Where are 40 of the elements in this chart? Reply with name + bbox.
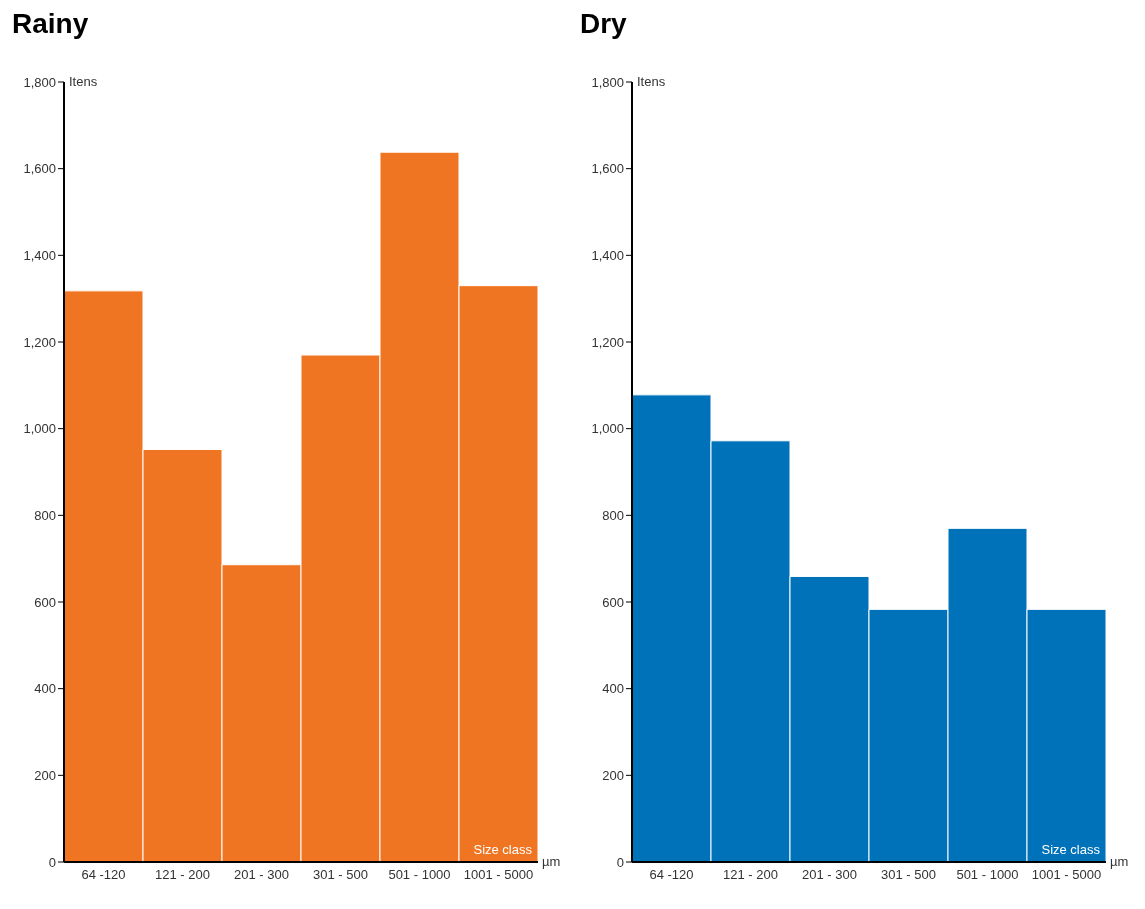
x-tick-label: 64 -120 bbox=[81, 867, 126, 883]
y-tick-label: 1,400 bbox=[23, 247, 56, 263]
y-tick-label: 1,000 bbox=[23, 421, 56, 437]
x-tick-label: 301 - 500 bbox=[881, 867, 936, 883]
y-tick-label: 1,600 bbox=[591, 161, 624, 177]
y-axis-title: Itens bbox=[637, 74, 666, 89]
chart-title: Rainy bbox=[11, 8, 90, 41]
y-tick-label: 200 bbox=[602, 767, 624, 783]
y-tick-label: 0 bbox=[48, 854, 56, 870]
y-tick-label: 1,800 bbox=[23, 74, 56, 90]
x-tick-label: 1001 - 5000 bbox=[463, 867, 534, 883]
y-tick-label: 400 bbox=[34, 681, 56, 697]
x-tick-label: 121 - 200 bbox=[155, 867, 210, 883]
text: µm bbox=[1110, 854, 1129, 869]
chart-title: Dry bbox=[579, 8, 628, 41]
y-tick-label: 1,000 bbox=[591, 421, 624, 437]
x-tick-label: 121 - 200 bbox=[723, 867, 778, 883]
y-tick-label: 1,800 bbox=[591, 74, 624, 90]
text: µm bbox=[542, 854, 561, 869]
x-tick-label: 201 - 300 bbox=[802, 867, 857, 883]
y-tick-label: 1,200 bbox=[591, 334, 624, 350]
y-tick-label: 1,200 bbox=[23, 334, 56, 350]
y-tick-label: 200 bbox=[34, 767, 56, 783]
y-tick-label: 600 bbox=[602, 594, 624, 610]
x-axis-title: Size class bbox=[1041, 842, 1101, 857]
x-tick-label: 301 - 500 bbox=[313, 867, 368, 883]
x-axis-title: Size class bbox=[473, 842, 533, 857]
x-tick-label: 64 -120 bbox=[649, 867, 694, 883]
y-tick-label: 1,400 bbox=[591, 247, 624, 263]
y-axis-title: Itens bbox=[69, 74, 98, 89]
x-tick-label: 201 - 300 bbox=[234, 867, 289, 883]
y-tick-label: 800 bbox=[34, 507, 56, 523]
y-tick-label: 400 bbox=[602, 681, 624, 697]
y-tick-label: 1,600 bbox=[23, 161, 56, 177]
x-tick-label: 1001 - 5000 bbox=[1031, 867, 1102, 883]
y-tick-label: 800 bbox=[602, 507, 624, 523]
x-tick-label: 501 - 1000 bbox=[956, 867, 1019, 883]
y-tick-label: 600 bbox=[34, 594, 56, 610]
x-tick-label: 501 - 1000 bbox=[388, 867, 451, 883]
y-tick-label: 0 bbox=[616, 854, 624, 870]
